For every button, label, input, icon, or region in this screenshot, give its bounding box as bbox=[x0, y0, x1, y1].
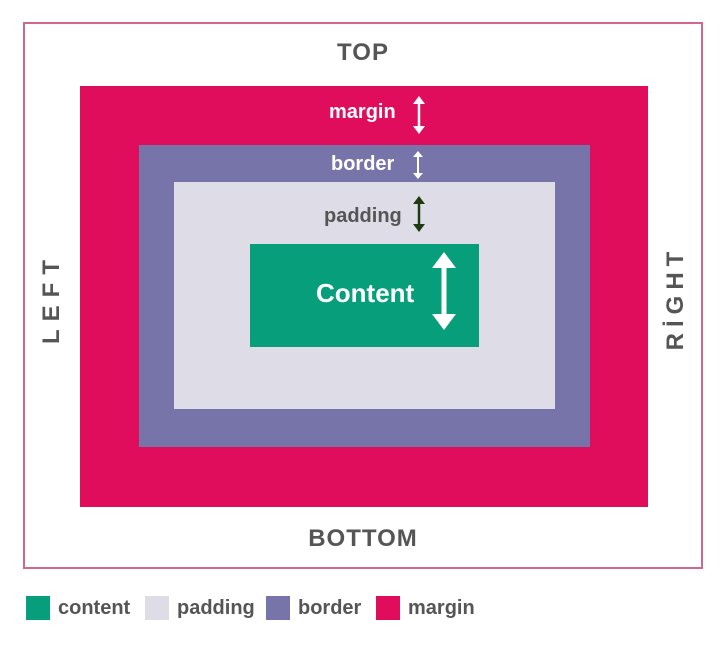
left-label: LEFT bbox=[38, 252, 65, 344]
legend-label: margin bbox=[408, 597, 475, 619]
padding-double-arrow-icon bbox=[413, 196, 425, 232]
legend-swatch bbox=[145, 596, 169, 620]
legend-swatch bbox=[266, 596, 290, 620]
padding-label: padding bbox=[324, 205, 402, 227]
legend-label: content bbox=[58, 597, 131, 619]
content-label: Content bbox=[316, 278, 415, 308]
margin-double-arrow-icon bbox=[413, 96, 425, 134]
legend-swatch bbox=[26, 596, 50, 620]
top-label: TOP bbox=[337, 39, 389, 66]
content-double-arrow-icon bbox=[432, 252, 456, 330]
legend-label: border bbox=[298, 597, 362, 619]
legend-label: padding bbox=[177, 597, 255, 619]
margin-label: margin bbox=[329, 101, 396, 123]
right-label: RİGHT bbox=[662, 245, 689, 351]
bottom-label: BOTTOM bbox=[308, 525, 418, 552]
border-double-arrow-icon bbox=[413, 151, 423, 179]
legend-swatch bbox=[376, 596, 400, 620]
border-label: border bbox=[331, 153, 395, 175]
